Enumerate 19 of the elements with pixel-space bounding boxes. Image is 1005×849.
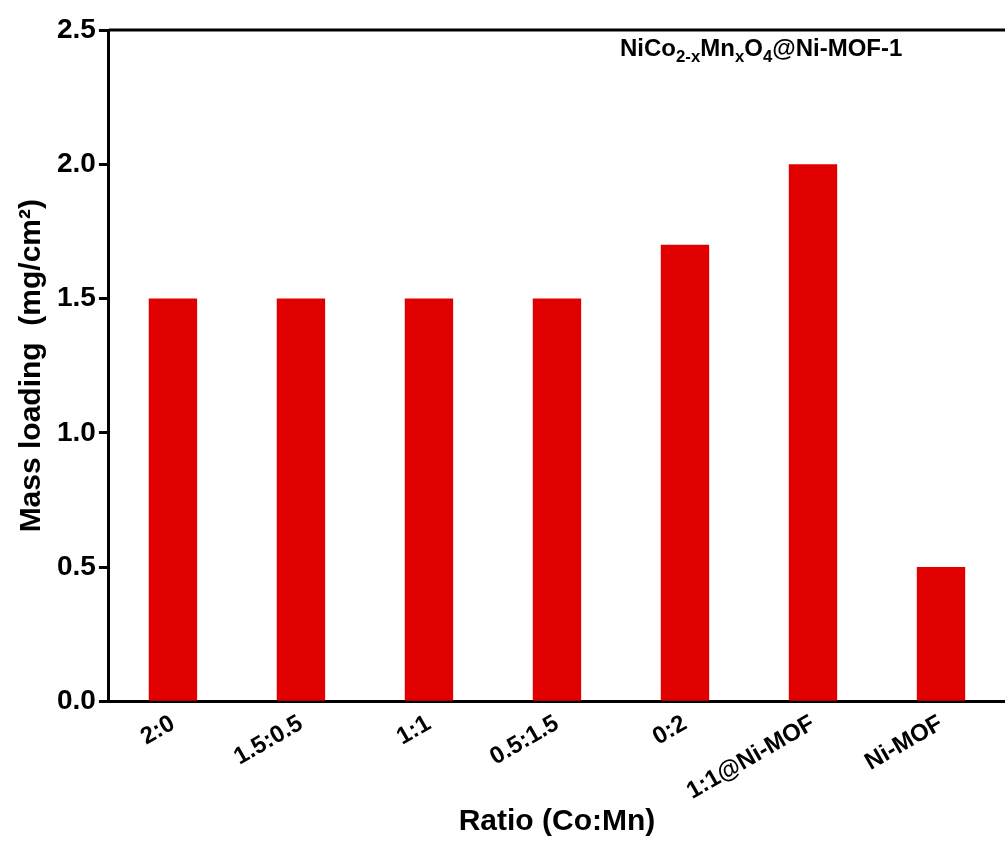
x-tick-label: 2:0: [135, 708, 179, 750]
bar: [532, 298, 582, 701]
y-tick-label: 0.0: [56, 684, 96, 716]
annotation: NiCo$_{2-x}$Mn$_{x}$O$_{4}$@Ni-MOF-1: [620, 34, 903, 67]
bar: [148, 298, 198, 701]
y-axis-title: Mass loading (mg/cm²): [13, 198, 47, 533]
y-tick-label: 1.5: [56, 281, 96, 313]
x-axis-title: Ratio (Co:Mn): [458, 803, 656, 837]
bar: [660, 244, 710, 701]
y-tick-label: 2.0: [56, 146, 96, 178]
y-tick-label: 1.0: [56, 415, 96, 447]
y-tick-label: 2.5: [56, 12, 96, 44]
bar: [916, 567, 966, 701]
bar: [276, 298, 326, 701]
x-tick-label: 0:2: [647, 708, 691, 750]
x-tick-label: 1:1: [391, 708, 435, 750]
bar: [788, 164, 838, 701]
bar: [404, 298, 454, 701]
y-tick-label: 0.5: [56, 549, 96, 581]
